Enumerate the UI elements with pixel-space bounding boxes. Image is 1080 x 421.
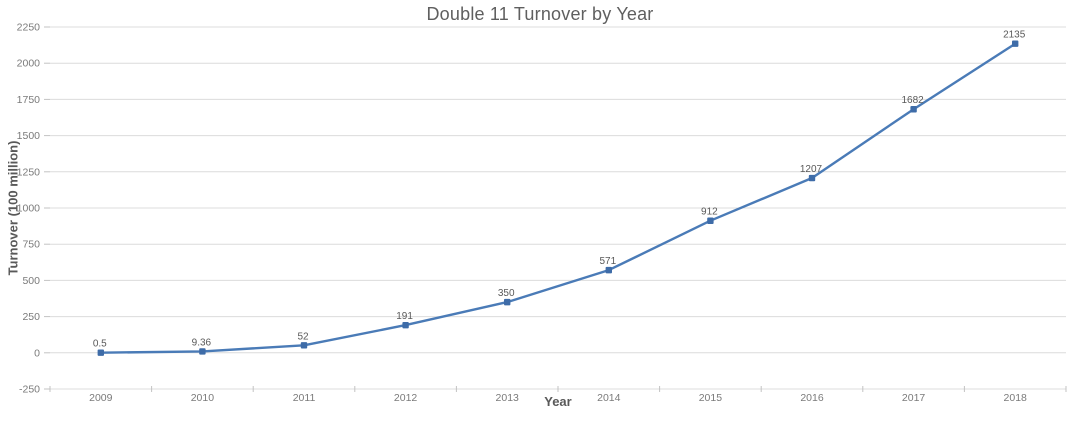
y-tick-label: 1500 <box>17 130 41 142</box>
data-point-marker <box>707 217 714 224</box>
y-tick-label: 750 <box>22 239 40 251</box>
y-tick-label: 1750 <box>17 94 41 106</box>
data-point-marker <box>300 342 308 349</box>
y-tick-label: 0 <box>34 347 40 359</box>
data-point-label: 1207 <box>800 164 823 175</box>
data-point-label: 350 <box>498 288 515 299</box>
data-point-marker <box>605 266 612 274</box>
y-tick-label: 2000 <box>17 58 41 70</box>
x-tick-label: 2011 <box>293 392 316 404</box>
chart-title: Double 11 Turnover by Year <box>426 4 654 24</box>
y-tick-label: -250 <box>19 384 40 396</box>
x-tick-label: 2010 <box>191 392 215 404</box>
x-tick-label: 2016 <box>800 392 824 404</box>
y-tick-label: 500 <box>22 275 40 287</box>
data-point-label: 1682 <box>901 95 924 106</box>
series-line <box>99 42 1017 354</box>
data-point-marker <box>808 174 816 182</box>
data-point-label: 0.5 <box>93 339 107 350</box>
x-tick-label: 2018 <box>1004 392 1028 404</box>
y-tick-label: 2250 <box>17 22 41 34</box>
x-tick-label: 2012 <box>394 392 418 404</box>
data-point-label: 52 <box>297 331 309 342</box>
data-point-label: 2135 <box>1003 30 1026 41</box>
data-point-label: 191 <box>396 311 413 322</box>
data-point-label: 9.36 <box>192 337 212 348</box>
data-point-marker <box>97 349 104 356</box>
y-tick-label: 1250 <box>17 166 41 178</box>
x-tick-label: 2017 <box>902 392 926 404</box>
y-tick-label: 1000 <box>17 203 41 215</box>
x-tick-label: 2014 <box>597 392 621 404</box>
y-tick-label: 250 <box>22 311 40 323</box>
data-point-marker <box>1012 40 1019 47</box>
y-axis-title: Turnover (100 million) <box>5 140 21 276</box>
data-point-marker <box>910 106 917 113</box>
data-point-marker <box>504 298 511 306</box>
data-point-marker <box>199 348 206 355</box>
x-tick-label: 2015 <box>699 392 723 404</box>
x-axis-title: Year <box>544 394 572 409</box>
data-point-marker <box>402 321 409 329</box>
data-point-label: 912 <box>701 207 718 218</box>
data-point-label: 571 <box>599 256 616 267</box>
x-tick-label: 2013 <box>496 392 520 404</box>
x-tick-label: 2009 <box>89 392 113 404</box>
